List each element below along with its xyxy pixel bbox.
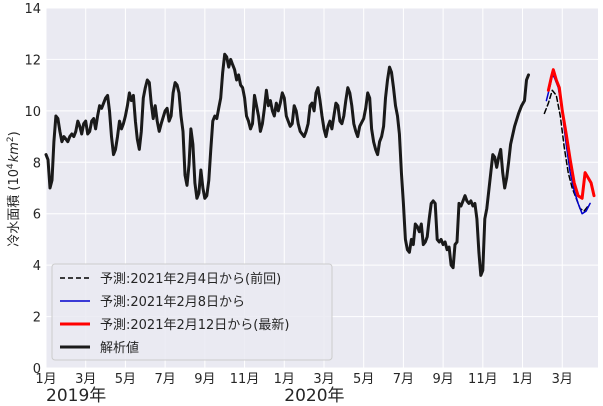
y-axis-label: 冷水面積 (104km2) bbox=[6, 131, 22, 247]
y-tick-labels: 0 2 4 6 8 10 12 14 bbox=[24, 2, 41, 377]
x-tick-label: 9月 bbox=[432, 372, 453, 387]
legend-label: 予測:2021年2月12日から(最新) bbox=[100, 317, 289, 333]
x-tick-label: 1月 bbox=[512, 372, 533, 387]
y-tick-label: 0 bbox=[33, 362, 41, 377]
series-line bbox=[44, 52, 530, 277]
y-tick-label: 14 bbox=[24, 2, 41, 17]
series-line bbox=[546, 68, 596, 200]
y-tick-label: 8 bbox=[33, 156, 41, 171]
year-label: 2020年 bbox=[284, 386, 344, 406]
y-tick-label: 12 bbox=[24, 53, 41, 68]
legend: 予測:2021年2月4日から(前回) 予測:2021年2月8日から予測:2021年… bbox=[51, 263, 333, 361]
x-tick-label: 11月 bbox=[230, 372, 260, 387]
y-tick-label: 10 bbox=[24, 105, 41, 120]
x-tick-label: 1月 bbox=[35, 372, 56, 387]
x-tick-label: 1月 bbox=[274, 372, 295, 387]
year-labels: 2019年 2020年 bbox=[46, 386, 345, 406]
x-tick-label: 5月 bbox=[353, 372, 374, 387]
legend-label: 予測:2021年2月8日から bbox=[100, 295, 245, 310]
legend-label: 予測:2021年2月4日から(前回) bbox=[100, 271, 281, 287]
x-tick-label: 11月 bbox=[468, 372, 498, 387]
x-tick-label: 3月 bbox=[552, 372, 573, 387]
y-tick-label: 6 bbox=[33, 208, 41, 223]
x-tick-label: 3月 bbox=[75, 372, 96, 387]
y-tick-label: 4 bbox=[33, 259, 41, 274]
x-tick-label: 9月 bbox=[194, 372, 215, 387]
x-tick-label: 3月 bbox=[313, 372, 334, 387]
x-tick-labels: 1月 3月 5月 7月 9月 11月 1月 3月 5月 7月 9月 11月 1月 3月 bbox=[35, 372, 573, 387]
x-tick-label: 5月 bbox=[115, 372, 136, 387]
legend-label: 解析値 bbox=[100, 340, 139, 356]
series-layer bbox=[44, 52, 596, 277]
x-tick-label: 7月 bbox=[154, 372, 175, 387]
legend-box bbox=[51, 263, 333, 361]
year-label: 2019年 bbox=[46, 386, 106, 406]
y-tick-label: 2 bbox=[33, 311, 41, 326]
x-tick-label: 7月 bbox=[393, 372, 414, 387]
